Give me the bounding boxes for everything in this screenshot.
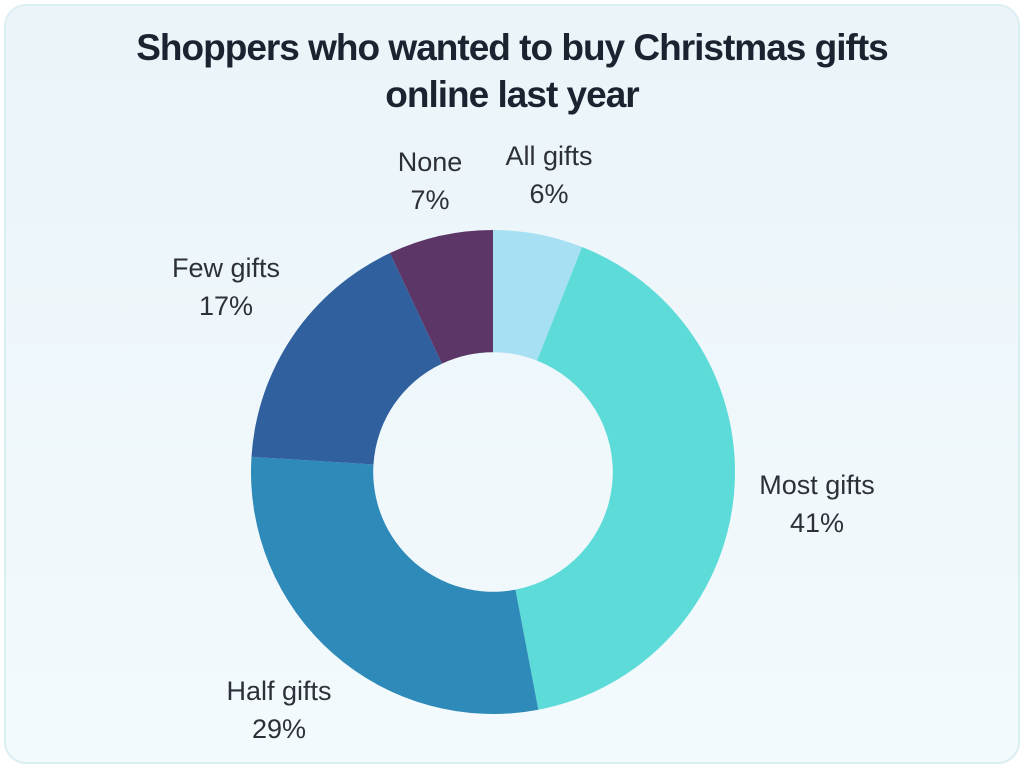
slice-label-all-gifts: All gifts 6%	[505, 137, 592, 213]
chart-panel: Shoppers who wanted to buy Christmas gif…	[4, 4, 1020, 764]
slice-label-value: 41%	[789, 508, 845, 538]
slice-label-none: None 7%	[398, 143, 463, 219]
slice-label-most-gifts: Most gifts 41%	[759, 466, 875, 542]
slice-label-name: All gifts	[505, 141, 593, 171]
slice-label-name: Half gifts	[226, 676, 332, 706]
chart-title-line2: online last year	[385, 74, 639, 115]
slice-label-name: Most gifts	[759, 470, 875, 500]
donut-segment-few-gifts	[251, 253, 442, 465]
donut-segment-most-gifts	[515, 246, 736, 710]
chart-title: Shoppers who wanted to buy Christmas gif…	[6, 24, 1018, 118]
slice-label-value: 7%	[410, 185, 450, 215]
slice-label-value: 6%	[529, 179, 569, 209]
chart-title-line1: Shoppers who wanted to buy Christmas gif…	[136, 27, 889, 68]
donut-segment-all-gifts	[493, 229, 583, 361]
donut-chart	[251, 229, 736, 714]
slice-label-few-gifts: Few gifts 17%	[172, 249, 280, 325]
slice-label-name: None	[397, 147, 463, 177]
donut-segment-half-gifts	[251, 456, 539, 714]
slice-label-value: 29%	[251, 714, 307, 744]
slice-label-name: Few gifts	[171, 253, 281, 283]
donut-segment-none	[389, 230, 493, 364]
slice-label-value: 17%	[198, 291, 254, 321]
slice-label-half-gifts: Half gifts 29%	[226, 672, 331, 748]
